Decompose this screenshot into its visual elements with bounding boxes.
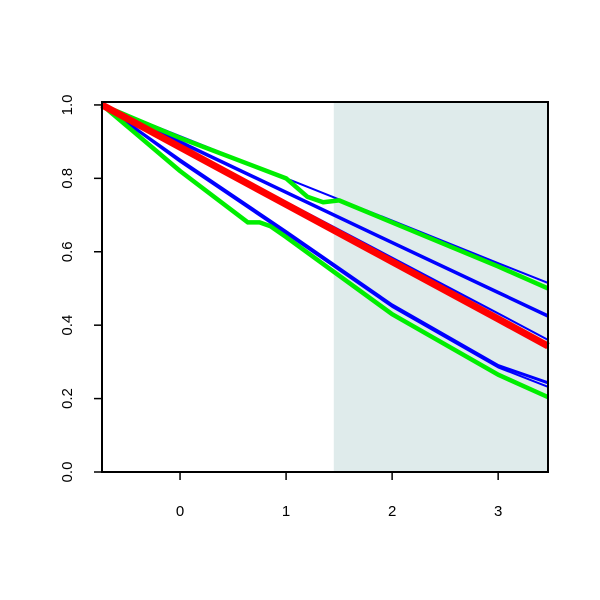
y-tick-label: 1.0 [59,95,76,116]
y-tick-label: 0.0 [59,462,76,483]
y-tick-label: 0.8 [59,168,76,189]
series-line [101,103,549,385]
x-tick-label: 1 [282,503,290,520]
series-line [100,103,549,400]
y-tick-label: 0.6 [59,241,76,262]
y-tick-label: 0.2 [59,388,76,409]
x-tick-label: 2 [388,503,396,520]
y-tick-label: 0.4 [59,315,76,336]
series-line [101,102,549,291]
series-line [101,104,549,388]
series-line [100,101,550,350]
series-line [101,103,549,318]
plot-box [101,101,549,473]
x-tick-label: 3 [494,503,502,520]
x-tick-label: 0 [176,503,184,520]
